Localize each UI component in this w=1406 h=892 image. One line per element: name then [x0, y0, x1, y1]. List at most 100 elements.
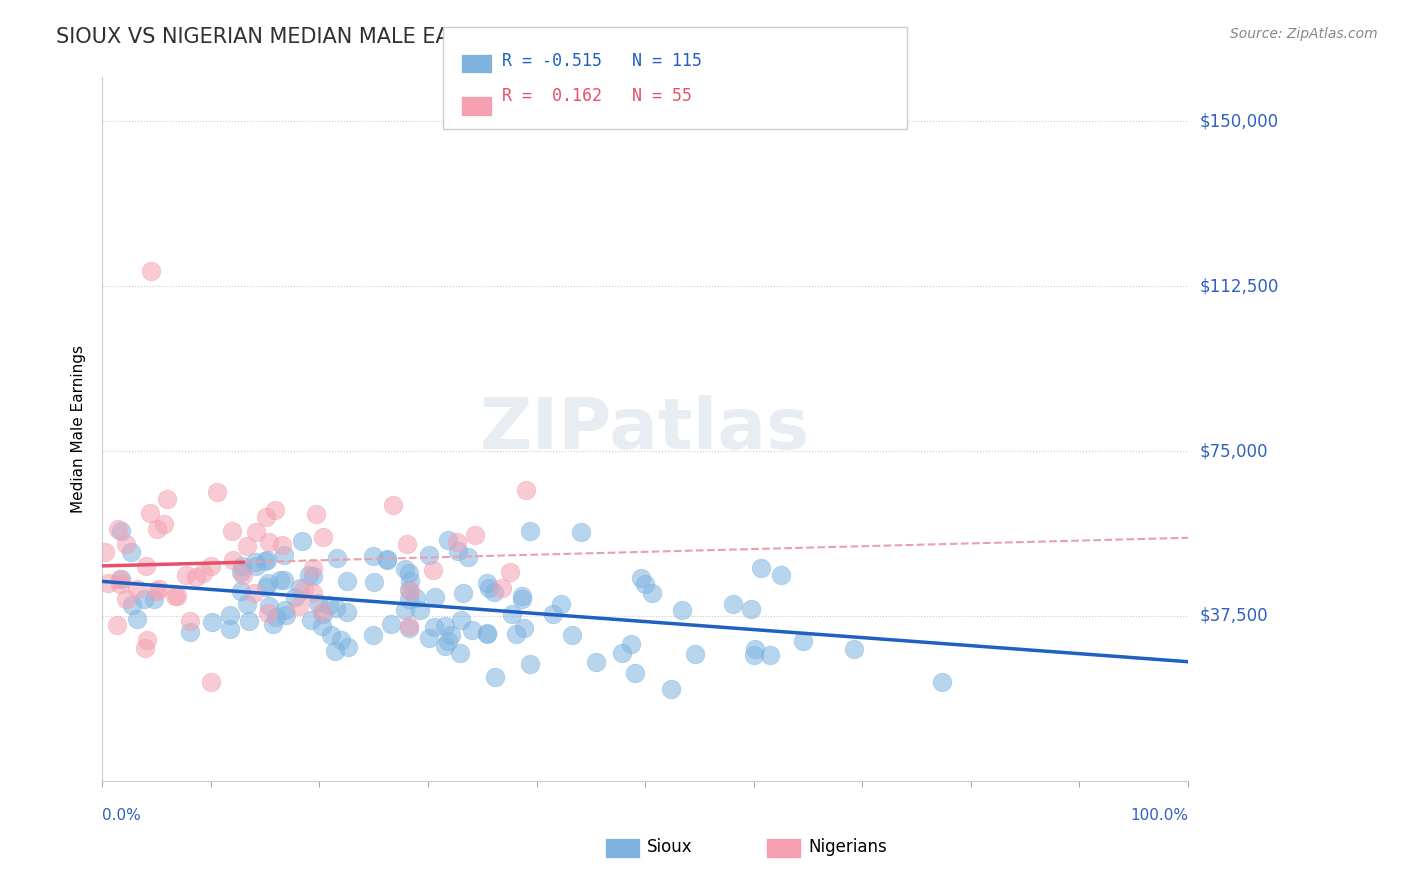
- Point: [288, 581, 311, 595]
- Point: [759, 648, 782, 662]
- Point: [515, 483, 537, 497]
- Point: [418, 632, 440, 646]
- Point: [115, 591, 138, 606]
- Point: [256, 607, 278, 621]
- Text: $112,500: $112,500: [1199, 277, 1278, 295]
- Point: [634, 577, 657, 591]
- Point: [336, 606, 359, 620]
- Point: [744, 648, 766, 663]
- Point: [433, 639, 456, 653]
- Point: [135, 559, 157, 574]
- Point: [245, 524, 267, 539]
- Point: [375, 552, 398, 566]
- Point: [238, 614, 260, 628]
- Point: [398, 566, 420, 581]
- Point: [519, 524, 541, 538]
- Point: [256, 576, 278, 591]
- Point: [446, 543, 468, 558]
- Point: [179, 624, 201, 639]
- Text: Source: ZipAtlas.com: Source: ZipAtlas.com: [1230, 27, 1378, 41]
- Point: [337, 640, 360, 654]
- Point: [453, 585, 475, 599]
- Point: [620, 637, 643, 651]
- Point: [305, 507, 328, 521]
- Point: [380, 616, 402, 631]
- Point: [221, 524, 243, 539]
- Point: [291, 533, 314, 548]
- Point: [201, 615, 224, 630]
- Point: [396, 537, 419, 551]
- Point: [436, 533, 458, 547]
- Point: [477, 576, 499, 591]
- Point: [145, 584, 167, 599]
- Point: [482, 585, 505, 599]
- Point: [409, 603, 432, 617]
- Point: [222, 553, 245, 567]
- Text: Sioux: Sioux: [647, 838, 692, 856]
- Point: [179, 614, 201, 628]
- Text: $150,000: $150,000: [1199, 112, 1278, 130]
- Point: [336, 574, 359, 588]
- Point: [510, 592, 533, 607]
- Point: [541, 607, 564, 621]
- Point: [446, 534, 468, 549]
- Point: [256, 552, 278, 566]
- Point: [148, 582, 170, 596]
- Point: [262, 617, 284, 632]
- Point: [321, 628, 343, 642]
- Point: [510, 589, 533, 603]
- Point: [449, 646, 471, 660]
- Point: [437, 633, 460, 648]
- Point: [138, 507, 160, 521]
- Point: [236, 539, 259, 553]
- Point: [464, 528, 486, 542]
- Point: [191, 566, 214, 580]
- Point: [264, 609, 287, 624]
- Point: [94, 545, 117, 559]
- Point: [205, 485, 228, 500]
- Point: [792, 634, 814, 648]
- Point: [218, 607, 240, 622]
- Point: [125, 611, 148, 625]
- Point: [363, 549, 385, 563]
- Point: [134, 641, 156, 656]
- Point: [318, 598, 340, 612]
- Point: [166, 589, 188, 603]
- Point: [323, 644, 346, 658]
- Point: [271, 539, 294, 553]
- Point: [723, 597, 745, 611]
- Point: [231, 565, 253, 579]
- Point: [394, 562, 416, 576]
- Point: [749, 560, 772, 574]
- Point: [685, 647, 707, 661]
- Point: [641, 586, 664, 600]
- Point: [519, 657, 541, 672]
- Point: [274, 608, 297, 623]
- Point: [108, 572, 131, 586]
- Point: [200, 675, 222, 690]
- Point: [398, 583, 420, 598]
- Point: [254, 509, 277, 524]
- Point: [363, 628, 385, 642]
- Point: [329, 633, 352, 648]
- Point: [287, 599, 309, 613]
- Point: [418, 548, 440, 562]
- Point: [423, 591, 446, 605]
- Text: 100.0%: 100.0%: [1130, 808, 1188, 823]
- Point: [254, 580, 277, 594]
- Point: [363, 574, 385, 589]
- Point: [671, 602, 693, 616]
- Point: [273, 548, 295, 562]
- Point: [139, 264, 162, 278]
- Point: [461, 624, 484, 638]
- Text: $75,000: $75,000: [1199, 442, 1268, 460]
- Point: [299, 613, 322, 627]
- Point: [630, 571, 652, 585]
- Point: [740, 602, 762, 616]
- Y-axis label: Median Male Earnings: Median Male Earnings: [72, 345, 86, 513]
- Point: [269, 573, 291, 587]
- Point: [475, 627, 498, 641]
- Point: [243, 586, 266, 600]
- Point: [120, 545, 142, 559]
- Text: R = -0.515   N = 115: R = -0.515 N = 115: [502, 52, 702, 70]
